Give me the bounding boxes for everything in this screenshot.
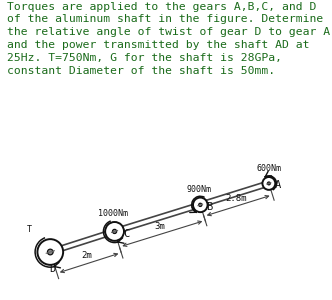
Text: 3m: 3m [155, 222, 165, 231]
Circle shape [113, 230, 117, 233]
Text: T: T [26, 225, 31, 234]
Text: 600Nm: 600Nm [256, 164, 281, 173]
Text: B: B [207, 202, 213, 212]
Circle shape [47, 249, 53, 255]
Text: 2m: 2m [81, 251, 92, 260]
Text: C: C [123, 229, 129, 238]
Text: D: D [49, 264, 55, 274]
Circle shape [105, 222, 124, 241]
Circle shape [262, 177, 275, 190]
Circle shape [38, 239, 63, 265]
Text: A: A [275, 180, 282, 190]
Circle shape [193, 198, 208, 212]
Text: 2.8m: 2.8m [225, 194, 247, 203]
Text: Torques are applied to the gears A,B,C, and D
of the aluminum shaft in the figur: Torques are applied to the gears A,B,C, … [7, 2, 330, 76]
Circle shape [199, 203, 202, 206]
Text: 1000Nm: 1000Nm [98, 209, 128, 218]
Text: 900Nm: 900Nm [187, 185, 211, 194]
Circle shape [268, 182, 270, 185]
